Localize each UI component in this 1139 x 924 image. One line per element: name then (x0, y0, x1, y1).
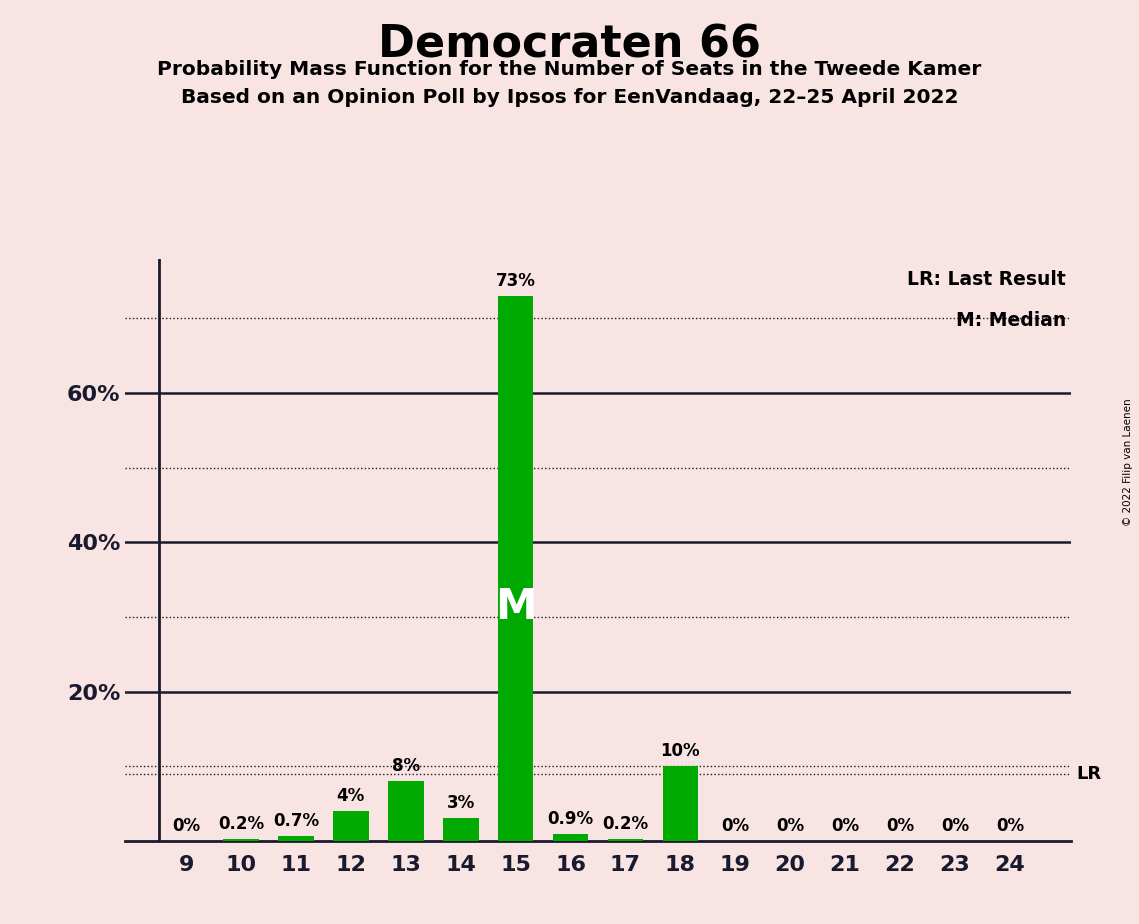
Text: 0%: 0% (831, 817, 859, 835)
Bar (333, 811, 369, 841)
Text: 0%: 0% (172, 817, 200, 835)
Text: Based on an Opinion Poll by Ipsos for EenVandaag, 22–25 April 2022: Based on an Opinion Poll by Ipsos for Ee… (181, 88, 958, 107)
Text: 0.9%: 0.9% (548, 810, 593, 828)
Text: 0%: 0% (995, 817, 1024, 835)
Text: 0%: 0% (941, 817, 969, 835)
Text: © 2022 Filip van Laenen: © 2022 Filip van Laenen (1123, 398, 1133, 526)
Bar (388, 781, 424, 841)
Text: 0%: 0% (886, 817, 915, 835)
Text: 73%: 73% (495, 272, 535, 290)
Text: LR: Last Result: LR: Last Result (907, 271, 1066, 289)
Text: 10%: 10% (661, 742, 700, 760)
Text: Democraten 66: Democraten 66 (378, 23, 761, 67)
Text: M: M (494, 586, 536, 627)
Text: M: Median: M: Median (956, 311, 1066, 330)
Text: LR: LR (1076, 765, 1101, 783)
Bar (278, 835, 313, 841)
Bar (607, 839, 644, 841)
Text: 0%: 0% (721, 817, 749, 835)
Text: 0.7%: 0.7% (273, 811, 319, 830)
Text: 0%: 0% (776, 817, 804, 835)
Text: Probability Mass Function for the Number of Seats in the Tweede Kamer: Probability Mass Function for the Number… (157, 60, 982, 79)
Text: 8%: 8% (392, 757, 420, 775)
Text: 4%: 4% (337, 787, 364, 805)
Bar (498, 296, 533, 841)
Bar (663, 766, 698, 841)
Text: 0.2%: 0.2% (603, 815, 648, 833)
Bar (443, 819, 478, 841)
Text: 3%: 3% (446, 795, 475, 812)
Bar (223, 839, 259, 841)
Text: 0.2%: 0.2% (218, 815, 264, 833)
Bar (552, 834, 589, 841)
